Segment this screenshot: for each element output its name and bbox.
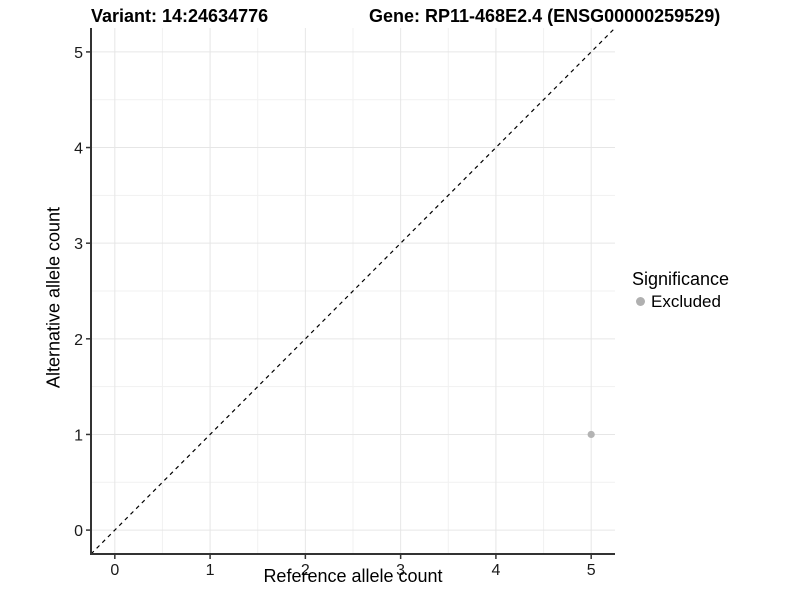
y-tick-label: 4 bbox=[74, 141, 83, 158]
x-tick-label: 0 bbox=[110, 562, 119, 579]
x-tick-label: 1 bbox=[206, 562, 215, 579]
variant-title: Variant: 14:24634776 bbox=[91, 6, 269, 26]
x-tick-label: 2 bbox=[301, 562, 310, 579]
legend-entry-label: Excluded bbox=[651, 292, 721, 311]
gene-title: Gene: RP11-468E2.4 (ENSG00000259529) bbox=[369, 6, 721, 26]
y-tick-label: 3 bbox=[74, 236, 83, 253]
x-tick-label: 4 bbox=[491, 562, 500, 579]
legend: Significance Excluded bbox=[632, 269, 729, 311]
x-tick-label: 5 bbox=[587, 562, 596, 579]
legend-entry-excluded: Excluded bbox=[632, 292, 729, 311]
y-tick-label: 1 bbox=[74, 427, 83, 444]
y-tick-label: 5 bbox=[74, 45, 83, 62]
y-tick-label: 0 bbox=[74, 523, 83, 540]
y-axis-label: Alternative allele count bbox=[43, 206, 64, 389]
identity-dashed-line bbox=[90, 27, 616, 555]
legend-title: Significance bbox=[632, 269, 730, 289]
y-tick-label: 2 bbox=[74, 332, 83, 349]
x-axis-label: Reference allele count bbox=[263, 566, 443, 586]
x-tick-label: 3 bbox=[396, 562, 405, 579]
data-point bbox=[587, 430, 595, 439]
legend-circle-marker-icon bbox=[636, 297, 645, 306]
